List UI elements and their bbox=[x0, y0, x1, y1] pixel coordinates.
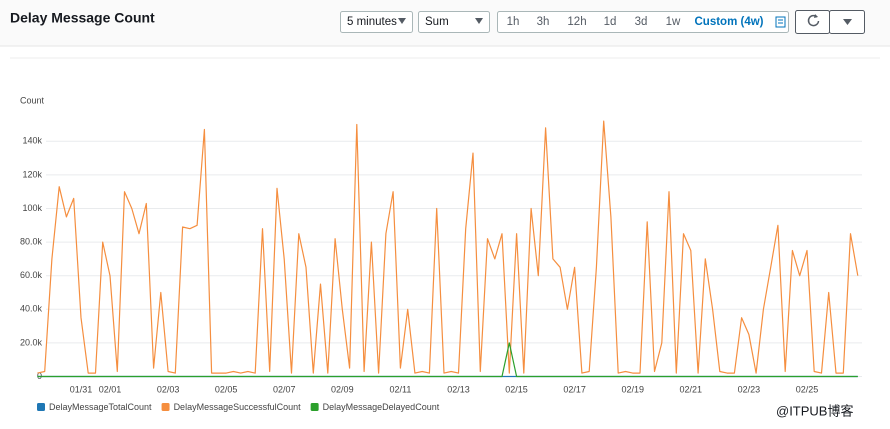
dropdown-arrow bbox=[398, 18, 406, 24]
legend-swatch bbox=[310, 403, 319, 411]
range-button[interactable]: 12h bbox=[567, 16, 586, 28]
x-tick-label: 02/05 bbox=[215, 384, 238, 394]
x-tick-label: 02/15 bbox=[505, 384, 528, 394]
legend-label[interactable]: DelayMessageDelayedCount bbox=[323, 402, 440, 412]
legend-label[interactable]: DelayMessageSuccessfulCount bbox=[174, 402, 302, 412]
refresh-button[interactable] bbox=[795, 10, 830, 34]
x-tick-label: 01/31 bbox=[70, 384, 93, 394]
y-tick-label: 40.0k bbox=[20, 304, 43, 314]
range-button[interactable]: 1w bbox=[666, 16, 681, 28]
calendar-icon bbox=[775, 16, 786, 28]
range-button[interactable]: Custom (4w) bbox=[695, 16, 764, 28]
x-tick-label: 02/23 bbox=[738, 384, 761, 394]
dropdown-arrow bbox=[843, 19, 852, 25]
x-tick-label: 02/25 bbox=[796, 384, 819, 394]
y-tick-label: 100k bbox=[22, 203, 42, 213]
period-select[interactable] bbox=[340, 11, 413, 33]
series-line bbox=[37, 342, 858, 378]
y-axis-label: Count bbox=[20, 95, 45, 105]
x-tick-label: 02/03 bbox=[157, 384, 180, 394]
range-button[interactable]: 3d bbox=[635, 16, 648, 28]
y-tick-label: 20.0k bbox=[20, 337, 43, 347]
y-tick-label: 0 bbox=[37, 371, 42, 381]
x-tick-label: 02/13 bbox=[447, 384, 470, 394]
chart-title: Delay Message Count bbox=[10, 10, 155, 26]
x-tick-label: 02/21 bbox=[680, 384, 703, 394]
x-tick-label: 02/19 bbox=[621, 384, 644, 394]
statistic-select[interactable] bbox=[418, 11, 490, 33]
y-tick-label: 80.0k bbox=[20, 236, 43, 246]
range-button[interactable]: 1d bbox=[604, 16, 617, 28]
range-button[interactable]: 1h bbox=[507, 16, 520, 28]
y-tick-label: 140k bbox=[22, 136, 42, 146]
range-button[interactable]: 3h bbox=[537, 16, 550, 28]
y-tick-label: 60.0k bbox=[20, 270, 43, 280]
range-group bbox=[497, 11, 789, 33]
refresh-icon-head bbox=[814, 14, 818, 18]
legend-label[interactable]: DelayMessageTotalCount bbox=[49, 402, 152, 412]
x-tick-label: 02/09 bbox=[331, 384, 354, 394]
y-tick-label: 120k bbox=[22, 169, 42, 179]
x-tick-label: 02/07 bbox=[273, 384, 296, 394]
legend-swatch bbox=[161, 403, 170, 411]
x-tick-label: 02/01 bbox=[99, 384, 122, 394]
statistic-label: Sum bbox=[425, 16, 449, 28]
series-line bbox=[37, 120, 859, 374]
x-tick-label: 02/17 bbox=[563, 384, 586, 394]
period-label: 5 minutes bbox=[347, 16, 397, 28]
watermark: @ITPUB博客 bbox=[776, 403, 853, 418]
dropdown-arrow bbox=[475, 18, 483, 24]
x-tick-label: 02/11 bbox=[389, 384, 411, 394]
refresh-icon bbox=[807, 14, 820, 27]
legend-swatch bbox=[37, 403, 45, 411]
